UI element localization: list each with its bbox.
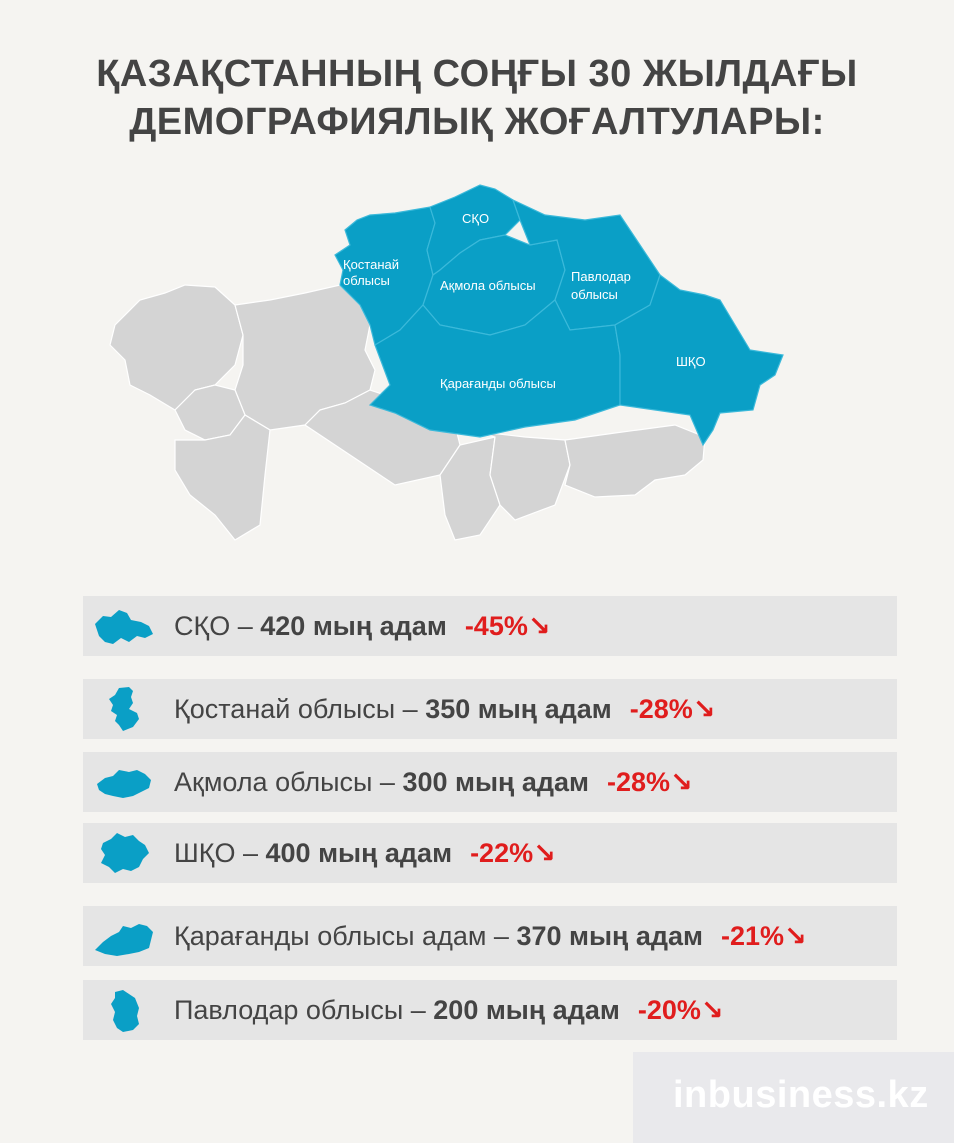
loss-value: 350 мың адам <box>425 694 612 724</box>
map-label-akmola: Ақмола облысы <box>440 278 536 293</box>
separator: – <box>403 995 434 1025</box>
region-mangystau <box>174 414 271 541</box>
kostanay-region-icon <box>109 687 139 731</box>
change-percent: -22%↘ <box>470 838 556 868</box>
map-label-pavlodar-2: облысы <box>571 287 618 302</box>
region-name: Қарағанды облысы адам <box>174 921 487 951</box>
map-label-shko: ШҚО <box>676 354 706 369</box>
loss-value: 370 мың адам <box>516 921 703 951</box>
region-name: ШҚО <box>174 838 236 868</box>
map-label-sko: СҚО <box>462 211 489 226</box>
title-line-2: ДЕМОГРАФИЯЛЫҚ ЖОҒАЛТУЛАРЫ: <box>129 101 825 143</box>
region-name: СҚО <box>174 611 231 641</box>
region-shko <box>614 274 784 447</box>
separator: – <box>235 838 266 868</box>
separator: – <box>395 694 426 724</box>
change-percent: -21%↘ <box>720 921 807 951</box>
list-item-karaganda: Қарағанды облысы адам – 370 мың адам -21%… <box>83 906 897 966</box>
region-name: Ақмола облысы <box>174 767 373 797</box>
row-text: Қарағанды облысы адам – 370 мың адам -21%… <box>174 906 807 966</box>
region-almaty <box>564 424 706 498</box>
list-item-shko: ШҚО – 400 мың адам -22%↘ <box>83 823 897 883</box>
change-percent: -28%↘ <box>629 694 716 724</box>
region-zhambyl <box>454 424 571 521</box>
loss-value: 420 мың адам <box>260 611 447 641</box>
map-label-kostanay-2: облысы <box>343 273 390 288</box>
page-title: ҚАЗАҚСТАННЫҢ СОҢҒЫ 30 ЖЫЛДАҒЫ ДЕМОГРАФИЯ… <box>0 50 954 146</box>
change-percent: -28%↘ <box>607 767 693 797</box>
region-west <box>109 284 244 411</box>
row-text: Павлодар облысы – 200 мың адам -20%↘ <box>174 980 723 1040</box>
change-percent: -45%↘ <box>464 611 551 641</box>
loss-value: 200 мың адам <box>433 995 620 1025</box>
watermark: inbusiness.kz <box>633 1052 954 1143</box>
region-name: Павлодар облысы <box>174 995 404 1025</box>
list-item-sko: СҚО – 420 мың адам -45%↘ <box>83 596 897 656</box>
pavlodar-region-icon <box>111 990 139 1032</box>
title-line-1: ҚАЗАҚСТАННЫҢ СОҢҒЫ 30 ЖЫЛДАҒЫ <box>96 53 858 95</box>
map-label-pavlodar-1: Павлодар <box>571 269 631 284</box>
map-label-kostanay-1: Қостанай <box>343 257 399 272</box>
row-text: Ақмола облысы – 300 мың адам -28%↘ <box>174 752 693 812</box>
region-name: Қостанай облысы <box>174 694 396 724</box>
separator: – <box>372 767 403 797</box>
list-item-akmola: Ақмола облысы – 300 мың адам -28%↘ <box>83 752 897 812</box>
separator: – <box>230 611 261 641</box>
shko-region-icon <box>101 833 149 873</box>
loss-value: 300 мың адам <box>402 767 589 797</box>
akmola-region-icon <box>97 770 151 798</box>
map-highlight-regions <box>334 184 784 447</box>
change-percent: -20%↘ <box>637 995 724 1025</box>
karaganda-region-icon <box>95 924 153 956</box>
separator: – <box>486 921 517 951</box>
map-label-karaganda: Қарағанды облысы <box>440 376 556 391</box>
row-text: Қостанай облысы – 350 мың адам -28%↘ <box>174 679 715 739</box>
sko-region-icon <box>95 610 153 644</box>
list-item-kostanay: Қостанай облысы – 350 мың адам -28%↘ <box>83 679 897 739</box>
row-text: СҚО – 420 мың адам -45%↘ <box>174 596 550 656</box>
kazakhstan-map: СҚО Қостанай облысы Ақмола облысы Павлод… <box>109 184 784 541</box>
row-text: ШҚО – 400 мың адам -22%↘ <box>174 823 556 883</box>
loss-value: 400 мың адам <box>265 838 453 868</box>
watermark-logo-text: inbusiness.kz <box>673 1074 929 1116</box>
list-item-pavlodar: Павлодар облысы – 200 мың адам -20%↘ <box>83 980 897 1040</box>
